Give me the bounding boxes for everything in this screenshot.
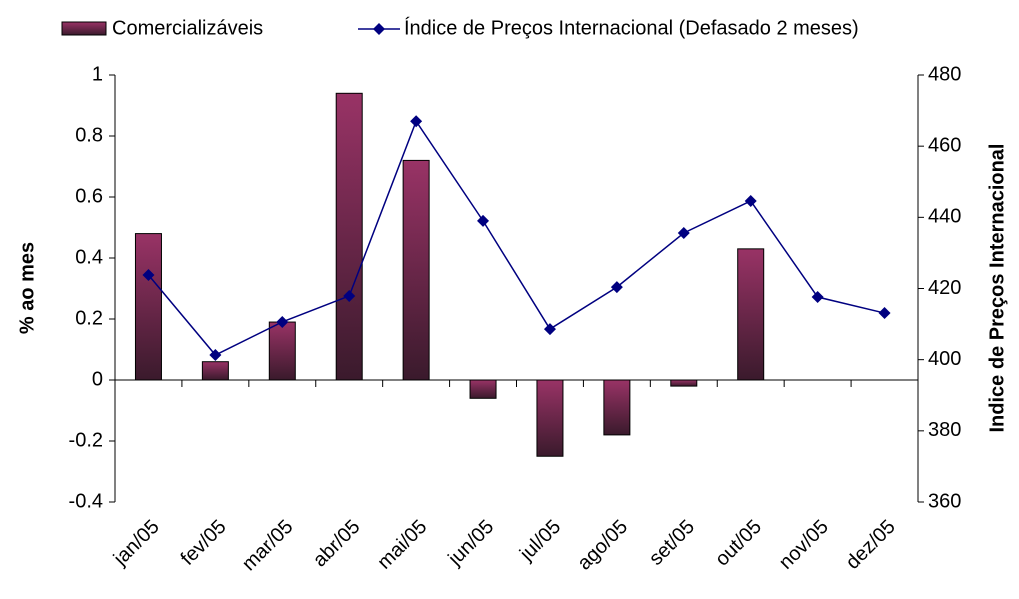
bar — [536, 379, 564, 457]
y2-axis-label: Indice de Preços Internacional — [986, 144, 1008, 433]
x-tick-label: ago/05 — [573, 516, 632, 575]
legend-label: Comercializáveis — [112, 17, 263, 39]
x-tick-label: jul/05 — [515, 516, 565, 566]
marker — [610, 281, 623, 294]
bar — [268, 321, 296, 381]
y2-tick-label: 460 — [928, 134, 961, 156]
marker — [677, 226, 690, 239]
bar — [335, 92, 363, 381]
x-tick-label: nov/05 — [775, 516, 833, 574]
marker — [209, 349, 222, 362]
y-tick-label: -0.4 — [69, 490, 103, 512]
y2-tick-label: 400 — [928, 348, 961, 370]
bar — [737, 248, 765, 381]
bar — [670, 379, 698, 387]
legend-swatch — [61, 21, 107, 36]
x-tick-label: mai/05 — [373, 516, 431, 574]
y-tick-label: 1 — [92, 63, 103, 85]
x-tick-label: jun/05 — [444, 516, 499, 571]
x-tick-label: set/05 — [645, 516, 699, 570]
y-axis-label: % ao mes — [16, 242, 38, 334]
marker — [142, 268, 155, 281]
line — [147, 119, 885, 356]
y-tick-label: 0 — [92, 368, 103, 390]
marker — [276, 315, 289, 328]
y-tick-label: 0.2 — [75, 307, 103, 329]
y2-tick-label: 380 — [928, 419, 961, 441]
x-tick-label: out/05 — [711, 516, 766, 571]
y2-tick-label: 360 — [928, 490, 961, 512]
marker — [343, 289, 356, 302]
legend-label: Índice de Preços Internacional (Defasado… — [404, 16, 859, 39]
y2-tick-label: 440 — [928, 206, 961, 228]
bar — [134, 233, 162, 381]
marker — [811, 291, 824, 304]
bar — [201, 361, 229, 381]
y-tick-label: -0.2 — [69, 429, 103, 451]
bar — [402, 159, 430, 381]
marker — [477, 214, 490, 227]
x-tick-label: jan/05 — [109, 516, 164, 571]
marker — [878, 307, 891, 320]
y-tick-label: 0.8 — [75, 124, 103, 146]
y2-tick-label: 420 — [928, 277, 961, 299]
x-tick-label: mar/05 — [238, 516, 298, 576]
legend-marker — [373, 23, 385, 35]
bar — [469, 379, 497, 399]
bar — [603, 379, 631, 436]
x-tick-label: fev/05 — [177, 516, 231, 570]
x-tick-label: abr/05 — [309, 516, 365, 572]
marker — [744, 194, 757, 207]
y-tick-label: 0.4 — [75, 246, 103, 268]
marker — [410, 115, 423, 128]
y2-tick-label: 480 — [928, 63, 961, 85]
x-tick-label: dez/05 — [842, 516, 900, 574]
marker — [543, 323, 556, 336]
y-tick-label: 0.6 — [75, 185, 103, 207]
